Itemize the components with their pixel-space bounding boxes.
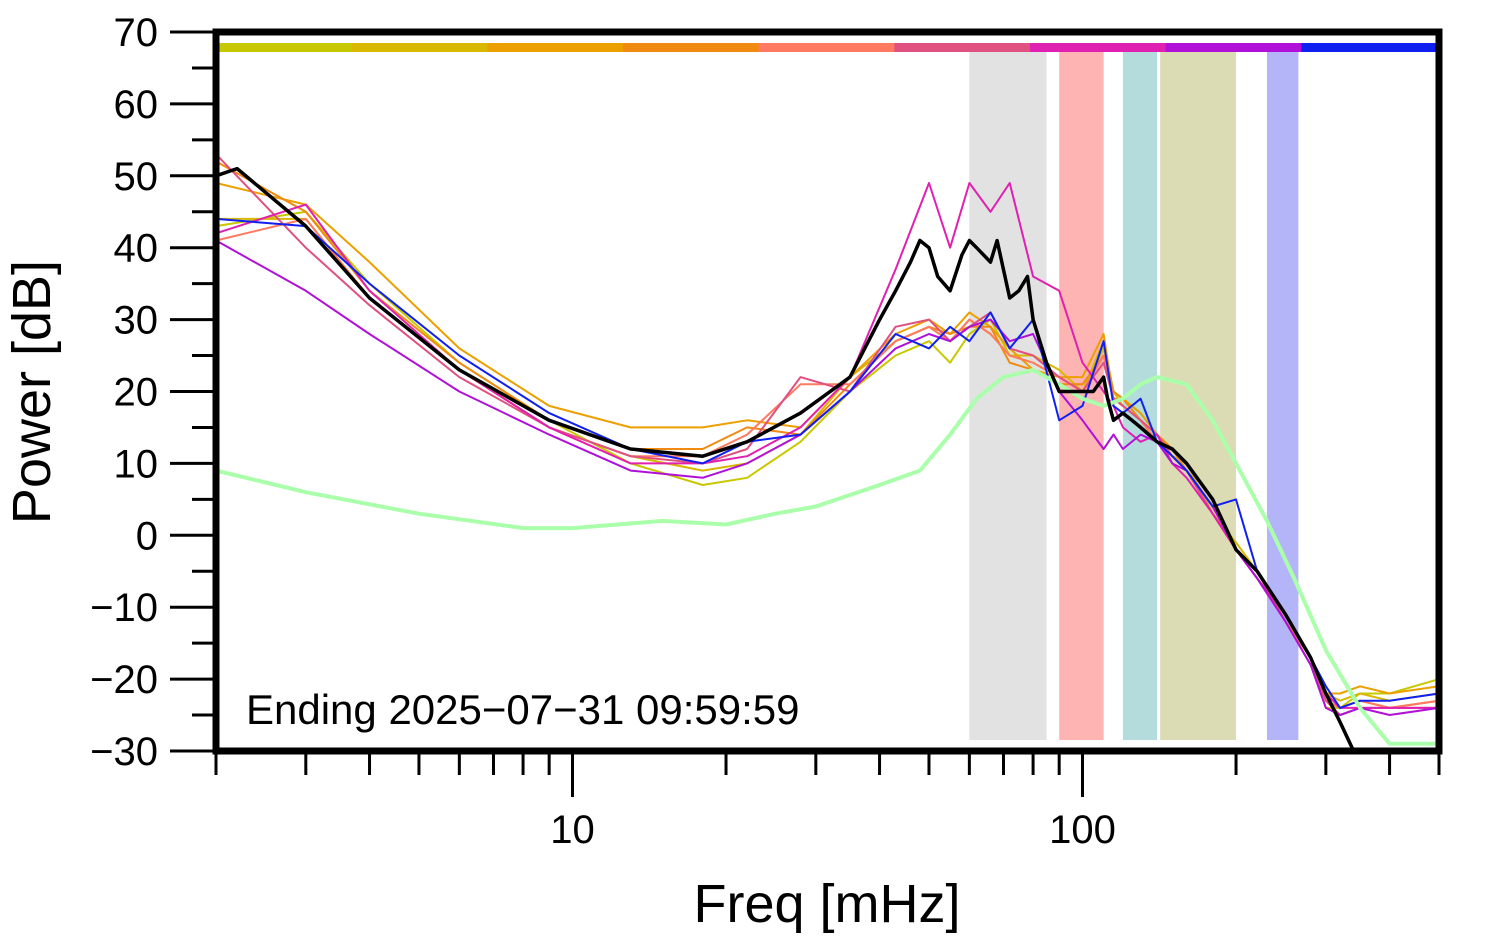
x-tick-label: 10 xyxy=(550,808,595,852)
y-tick-label: −20 xyxy=(90,658,158,702)
y-tick-label: 40 xyxy=(114,227,159,271)
series-lines xyxy=(214,153,1441,753)
color-bar-segment xyxy=(351,43,488,52)
color-bar-segment xyxy=(216,43,353,52)
y-tick-label: 30 xyxy=(114,299,159,343)
color-bar-segment xyxy=(1165,43,1302,52)
series-line-3 xyxy=(215,182,1440,695)
y-tick-label: 50 xyxy=(114,155,159,199)
time-color-bar xyxy=(216,43,1438,52)
chart-annotation: Ending 2025−07−31 09:59:59 xyxy=(246,686,800,733)
y-tick-label: 0 xyxy=(136,514,158,558)
frequency-band-4 xyxy=(1160,52,1237,740)
series-line-8 xyxy=(215,239,1440,716)
series-line-7 xyxy=(215,182,1440,709)
color-bar-segment xyxy=(1030,43,1167,52)
color-bar-segment xyxy=(758,43,895,52)
y-axis-ticks: 70 60 50 40 30 20 10 0 −10 −20 −30 xyxy=(90,11,216,774)
series-line-11 xyxy=(214,166,1362,753)
series-line-1 xyxy=(215,210,1440,709)
frequency-bands xyxy=(969,52,1299,740)
y-tick-label: 10 xyxy=(114,442,159,486)
series-line-6 xyxy=(215,153,1440,716)
y-tick-label: 70 xyxy=(114,11,159,55)
x-axis-ticks: 10 100 xyxy=(214,751,1441,852)
y-axis-title: Power [dB] xyxy=(2,260,62,524)
y-tick-label: −30 xyxy=(90,730,158,774)
series-line-4 xyxy=(215,160,1440,709)
y-tick-label: −10 xyxy=(90,586,158,630)
color-bar-segment xyxy=(894,43,1031,52)
y-tick-label: 60 xyxy=(114,83,159,127)
y-tick-label: 20 xyxy=(114,371,159,415)
color-bar-segment xyxy=(623,43,760,52)
color-bar-segment xyxy=(487,43,624,52)
color-bar-segment xyxy=(1301,43,1438,52)
x-tick-label: 100 xyxy=(1049,808,1116,852)
series-line-10 xyxy=(214,367,1441,746)
x-axis-title: Freq [mHz] xyxy=(693,874,960,934)
